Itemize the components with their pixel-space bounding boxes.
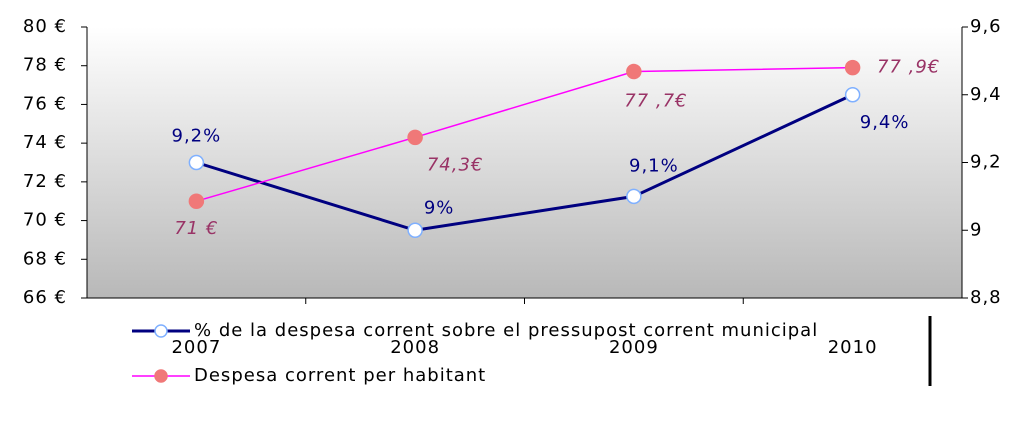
y-tick-label: 72 € [23,171,67,192]
marker [188,193,205,209]
x-tick-label: 2008 [390,337,440,358]
series-line [196,66,853,202]
marker [407,222,423,238]
marker [407,129,423,146]
y-tick-label: 68 € [23,248,67,269]
y2-tick-label: 8,8 [970,287,1002,308]
y-tick-label: 74 € [23,132,67,153]
data-label: 9,2% [172,126,222,147]
marker [188,154,205,171]
y-tick-label: 80 € [23,16,67,37]
y2-tick-label: 9,6 [970,16,1002,37]
data-label: 9% [424,197,455,218]
y2-tick-label: 9,4 [970,84,1002,105]
data-label: 9,1% [629,155,679,176]
legend-label: Despesa corrent per habitant [194,365,486,386]
marker [844,87,861,103]
data-label: 9,4% [860,112,910,133]
series-line [195,93,854,232]
legend-marker [154,369,168,383]
y-tick-label: 78 € [23,55,67,76]
data-label: 77 ,9€ [877,57,940,78]
legend-label: % de la despesa corrent sobre el pressup… [194,320,818,341]
marker [626,188,642,205]
data-label: 74,3€ [427,154,484,175]
legend-marker [154,324,168,338]
y-tick-label: 76 € [23,93,67,114]
x-tick-label: 2007 [171,337,221,358]
y-tick-label: 70 € [23,210,67,231]
marker [844,59,861,76]
y2-tick-label: 9 [970,219,982,240]
y-tick-label: 66 € [23,287,67,308]
x-tick-label: 2009 [609,337,659,358]
data-label: 71 € [174,218,218,239]
plot-area [87,27,962,298]
y2-tick-label: 9,2 [970,152,1002,173]
x-tick-label: 2010 [828,337,878,358]
marker [626,63,642,80]
data-label: 77 ,7€ [624,91,687,112]
